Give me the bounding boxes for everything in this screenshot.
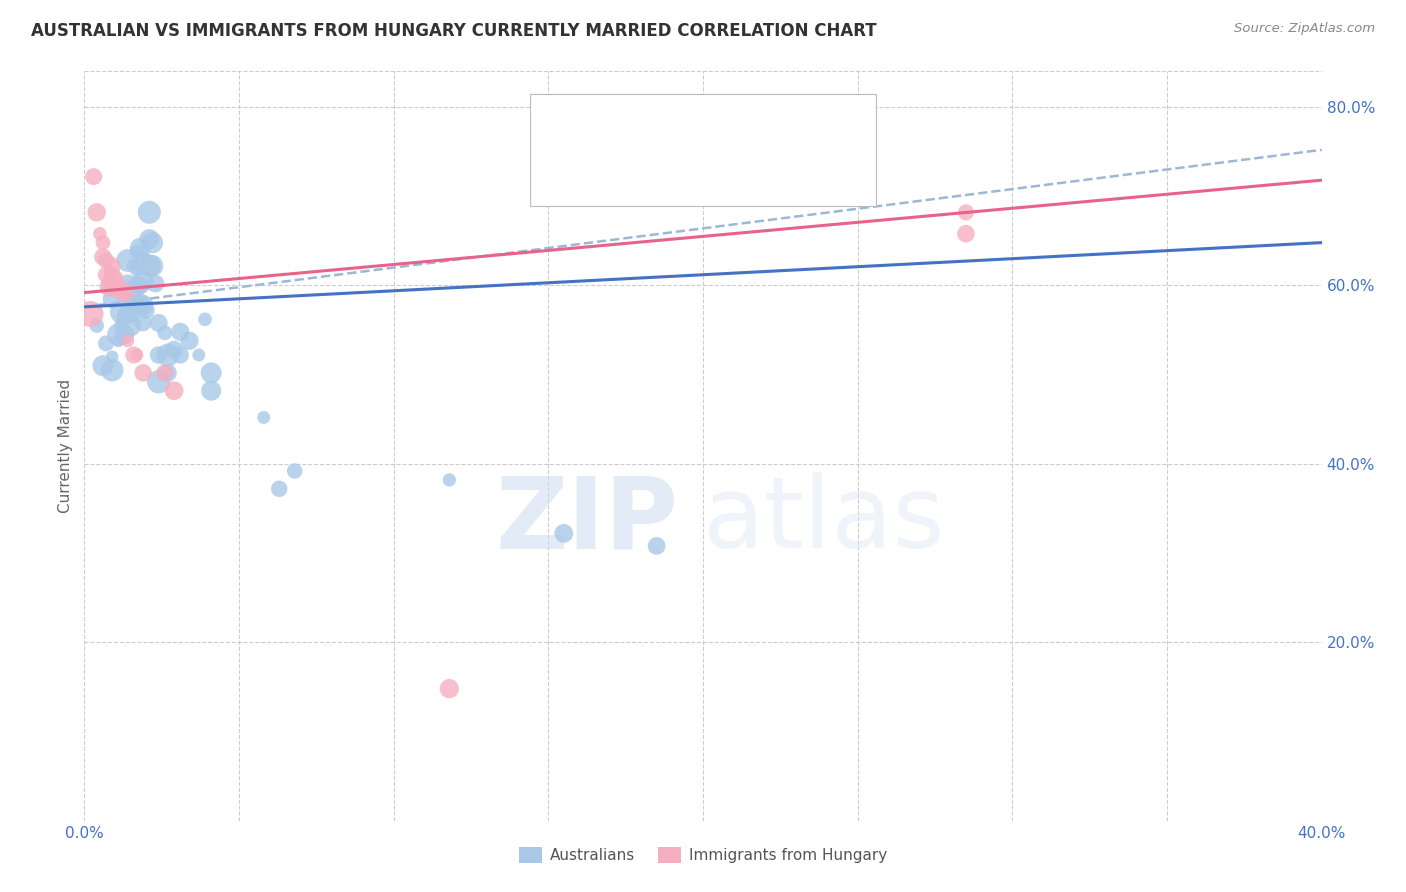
Point — [114, 310, 136, 324]
Point — [553, 526, 575, 541]
Point — [156, 366, 179, 380]
Text: atlas: atlas — [703, 473, 945, 569]
Point — [101, 259, 124, 273]
Point — [101, 363, 124, 377]
Point — [138, 205, 160, 219]
Point — [104, 271, 127, 285]
Point — [125, 278, 148, 293]
Point — [148, 316, 170, 330]
Point — [107, 327, 129, 342]
Point — [91, 359, 114, 373]
Point — [117, 301, 139, 315]
Point — [94, 336, 117, 351]
Point — [439, 681, 461, 696]
Point — [135, 303, 157, 318]
Text: ZIP: ZIP — [495, 473, 678, 569]
Point — [122, 348, 145, 362]
Point — [148, 348, 170, 362]
Point — [148, 375, 170, 389]
Text: Source: ZipAtlas.com: Source: ZipAtlas.com — [1234, 22, 1375, 36]
Point — [145, 277, 167, 291]
Point — [107, 282, 129, 296]
Point — [98, 277, 121, 291]
Point — [169, 348, 191, 362]
Point — [200, 384, 222, 398]
Point — [125, 262, 148, 277]
Legend: Australians, Immigrants from Hungary: Australians, Immigrants from Hungary — [513, 841, 893, 869]
Point — [122, 299, 145, 313]
Point — [110, 305, 132, 319]
Point — [129, 298, 152, 312]
Point — [101, 268, 124, 282]
Point — [138, 259, 160, 273]
Point — [439, 473, 461, 487]
Point — [955, 205, 977, 219]
Point — [120, 307, 142, 321]
Point — [120, 318, 142, 333]
Point — [125, 348, 148, 362]
Point — [284, 464, 307, 478]
Point — [120, 289, 142, 303]
Point — [132, 274, 155, 288]
Point — [163, 384, 186, 398]
Point — [91, 250, 114, 264]
Point — [169, 325, 191, 339]
Point — [141, 235, 163, 250]
Point — [94, 253, 117, 268]
Point — [194, 312, 217, 326]
Point — [117, 253, 139, 268]
Point — [117, 307, 139, 321]
Point — [110, 285, 132, 300]
Point — [253, 410, 276, 425]
Point — [117, 334, 139, 348]
Point — [114, 327, 136, 342]
Point — [101, 292, 124, 306]
Point — [153, 326, 176, 340]
Point — [117, 278, 139, 293]
Point — [955, 227, 977, 241]
Point — [107, 334, 129, 348]
Point — [98, 280, 121, 294]
Point — [107, 280, 129, 294]
Point — [187, 348, 209, 362]
Point — [163, 343, 186, 357]
Point — [86, 318, 108, 333]
Point — [141, 259, 163, 273]
Point — [83, 169, 105, 184]
Point — [129, 241, 152, 255]
Point — [114, 285, 136, 300]
Point — [125, 244, 148, 259]
Point — [200, 366, 222, 380]
Point — [122, 283, 145, 297]
Point — [269, 482, 291, 496]
Point — [132, 316, 155, 330]
Point — [645, 539, 668, 553]
Point — [129, 278, 152, 293]
Point — [132, 298, 155, 312]
Point — [122, 259, 145, 273]
Y-axis label: Currently Married: Currently Married — [58, 379, 73, 513]
Point — [110, 318, 132, 333]
Point — [179, 334, 201, 348]
Point — [138, 232, 160, 246]
Point — [91, 235, 114, 250]
Text: AUSTRALIAN VS IMMIGRANTS FROM HUNGARY CURRENTLY MARRIED CORRELATION CHART: AUSTRALIAN VS IMMIGRANTS FROM HUNGARY CU… — [31, 22, 876, 40]
Point — [153, 366, 176, 380]
Point — [156, 348, 179, 362]
Point — [132, 252, 155, 266]
Point — [86, 205, 108, 219]
Point — [101, 350, 124, 364]
Point — [94, 268, 117, 282]
Point — [79, 307, 101, 321]
Point — [89, 227, 111, 241]
Point — [132, 366, 155, 380]
